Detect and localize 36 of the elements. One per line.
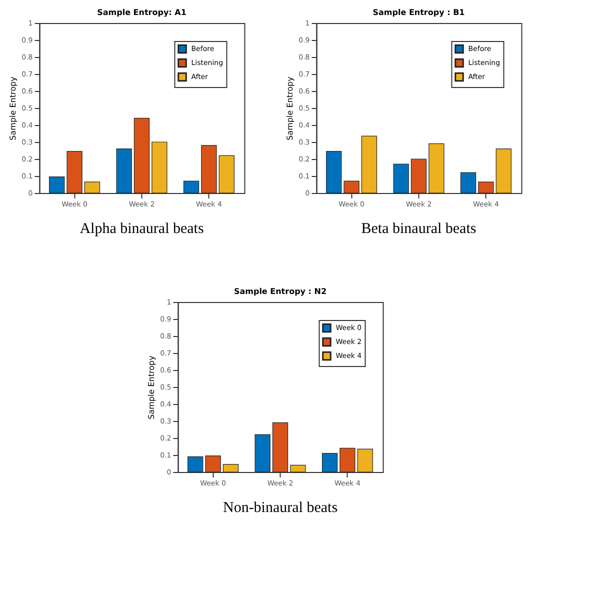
bar — [201, 145, 217, 194]
bar — [361, 136, 378, 194]
chart-title: Sample Entropy: A1 — [97, 8, 187, 17]
bar — [183, 180, 200, 194]
chart-title: Sample Entropy : B1 — [372, 8, 466, 17]
bar — [134, 118, 150, 194]
bar — [340, 448, 356, 472]
bar — [357, 448, 373, 472]
bar — [410, 158, 427, 194]
bar — [66, 151, 82, 194]
text: Non-binaural beats — [222, 500, 338, 516]
bar — [496, 148, 512, 194]
chart-title: Sample Entropy : N2 — [234, 287, 327, 296]
bar — [84, 182, 100, 194]
bar — [393, 164, 409, 194]
bar — [272, 422, 288, 472]
bar — [152, 142, 168, 194]
text: Alpha binaural beats — [80, 221, 204, 237]
y-axis-title: Sample Entropy — [8, 76, 18, 140]
bar — [290, 464, 306, 472]
bar — [322, 453, 338, 472]
bar — [344, 180, 360, 194]
bar — [218, 155, 234, 194]
bar — [49, 176, 65, 194]
bar — [460, 172, 476, 194]
bar — [478, 182, 494, 194]
y-axis-title: Sample Entropy — [147, 355, 156, 420]
y-axis-title: Sample Entropy — [286, 76, 295, 140]
bar — [205, 456, 221, 472]
bar — [188, 456, 204, 472]
bar — [254, 434, 270, 472]
bar — [222, 464, 239, 472]
bar — [116, 148, 132, 194]
bar — [326, 151, 342, 194]
text: Beta binaural beats — [361, 221, 476, 237]
bar — [428, 143, 444, 194]
